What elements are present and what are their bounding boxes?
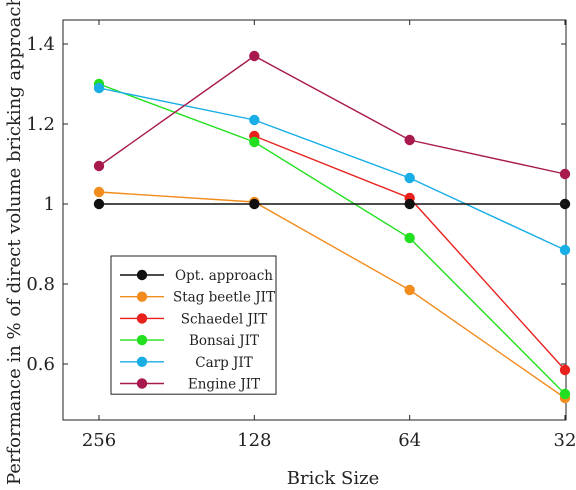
data-point [93,198,105,210]
series-line [98,55,566,175]
axes-layer: 0.6 0.8 1 1.2 1.4 256 128 64 32 [26,20,576,451]
data-point [404,172,415,184]
plot-frame [62,19,567,421]
data-point [404,198,415,210]
plot-area [62,19,567,421]
legend-marker [136,334,148,346]
data-point [404,284,415,296]
data-point [404,232,415,244]
series-line [98,87,566,251]
y-tick-label: 0.8 [26,274,55,295]
y-axis-label: Performance in % of direct volume bricki… [4,0,25,485]
legend-entry: Schaedel JIT [120,311,267,327]
data-point [404,134,415,146]
series-engine-jit [93,50,571,180]
legend-marker [136,269,148,281]
legend-box [110,255,277,395]
legend-marker [136,356,148,367]
legend-entry: Bonsai JIT [120,333,259,349]
data-point [249,114,260,126]
data-point [249,198,260,210]
legend-label: Engine JIT [188,377,260,393]
series-line [98,191,566,399]
data-point [93,160,105,172]
y-tick-label: 1.4 [26,34,55,55]
legend-entry: Engine JIT [120,377,260,393]
data-point [559,388,571,400]
legend-marker [136,291,148,302]
series-opt-approach [93,198,571,210]
legend-entry: Opt. approach [120,268,273,284]
series-carp-jit [93,82,571,256]
legend-label: Schaedel JIT [181,311,268,327]
x-axis-label: Brick Size [287,468,380,489]
legend-label: Stag beetle JIT [173,290,275,306]
legend-label: Carp JIT [195,355,253,371]
data-point [559,364,571,376]
legend-marker [136,313,148,324]
y-tick-label: 0.6 [26,354,55,375]
legend-entry: Carp JIT [120,355,253,371]
y-tick-label: 1.2 [26,114,55,135]
x-tick-label: 64 [398,430,421,451]
x-tick-label: 32 [554,430,576,451]
data-point [559,244,571,256]
legend-label: Bonsai JIT [189,333,259,349]
data-point [249,136,260,148]
x-tick-label: 256 [82,430,116,451]
legend-entry: Stag beetle JIT [120,290,275,306]
y-tick-label: 1 [44,194,55,215]
data-point [93,186,105,198]
series-layer [93,50,571,404]
data-point [559,168,571,180]
x-tick-label: 128 [237,430,271,451]
data-point [249,50,260,62]
legend-marker [136,378,148,389]
legend: Opt. approach Stag beetle JIT Schaedel JIT… [110,255,277,395]
legend-label: Opt. approach [175,268,273,284]
series-line [98,83,566,395]
data-point [93,82,105,94]
series-schaedel-jit [249,130,571,376]
